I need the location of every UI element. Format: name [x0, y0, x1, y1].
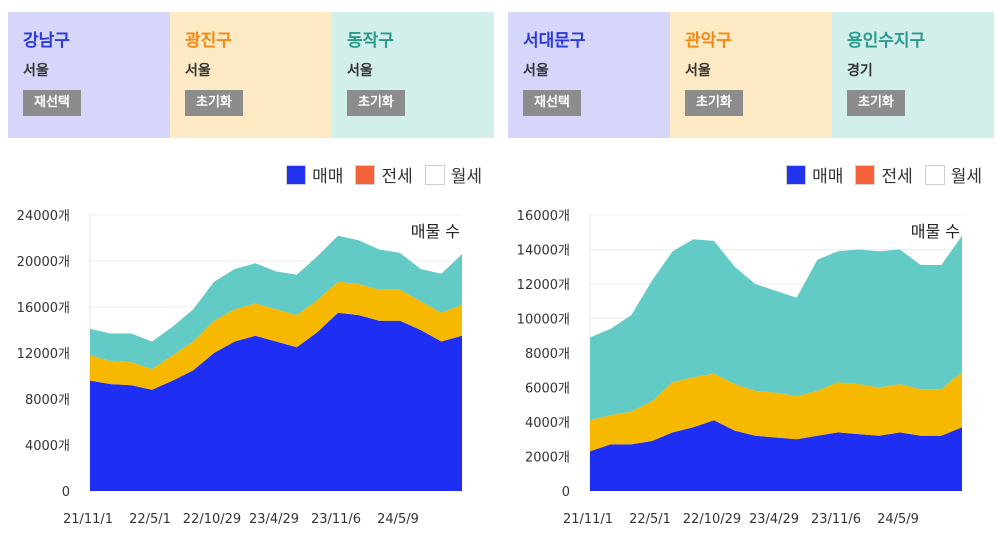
y-tick-label: 4000개: [525, 416, 570, 431]
legend-label: 매매: [312, 167, 344, 187]
x-tick-label: 24/5/9: [877, 512, 919, 527]
region-card-3[interactable]: 용인수지구 경기 초기화: [832, 12, 994, 138]
legend-swatch: [855, 164, 876, 185]
legend-label: 월세: [950, 167, 982, 187]
x-tick-label: 23/11/6: [311, 512, 361, 527]
region-card-2[interactable]: 관악구 서울 초기화: [670, 12, 832, 138]
y-tick-label: 2000개: [525, 451, 570, 466]
x-tick-label: 24/5/9: [377, 512, 419, 527]
region-city: 서울: [347, 63, 373, 79]
series-area-월세: [590, 235, 962, 421]
legend-swatch: [286, 164, 307, 185]
region-cards-right: 서대문구 서울 재선택 관악구 서울 초기화 용인수지구 경기 초기화: [508, 12, 994, 138]
legend-item-monthly[interactable]: 월세: [424, 162, 482, 187]
legend-item-jeonse[interactable]: 전세: [855, 162, 913, 187]
region-card-1[interactable]: 강남구 서울 재선택: [8, 12, 170, 138]
chart-annotation: 매물 수: [411, 222, 460, 241]
y-tick-label: 16000개: [17, 301, 70, 316]
chart-legend: 매매 전세 월세: [274, 162, 482, 187]
y-tick-label: 12000개: [517, 278, 570, 293]
reset-button[interactable]: 초기화: [347, 90, 405, 116]
y-tick-label: 8000개: [25, 393, 70, 408]
region-card-3[interactable]: 동작구 서울 초기화: [332, 12, 494, 138]
legend-item-sale[interactable]: 매매: [286, 162, 343, 187]
area-chart-svg: 0 2000개 4000개 6000개 8000개 10000개 12000개 14000개 1…: [517, 209, 962, 527]
series-area-매매: [590, 420, 962, 491]
reselect-button[interactable]: 재선택: [23, 90, 81, 116]
x-tick-label: 21/11/1: [563, 512, 613, 527]
legend-swatch: [786, 164, 807, 185]
x-tick-label: 22/10/29: [683, 512, 741, 527]
region-name: 동작구: [347, 31, 394, 51]
reset-button[interactable]: 초기화: [185, 90, 243, 116]
series-area-매매: [90, 312, 462, 491]
y-tick-label: 0: [62, 485, 70, 500]
y-tick-label: 8000개: [525, 347, 570, 362]
y-tick-label: 4000개: [25, 439, 70, 454]
legend-label: 전세: [381, 167, 413, 187]
region-name: 강남구: [23, 31, 70, 51]
region-name: 광진구: [185, 31, 232, 51]
reset-button[interactable]: 초기화: [685, 90, 743, 116]
region-card-2[interactable]: 광진구 서울 초기화: [170, 12, 332, 138]
x-tick-label: 22/10/29: [183, 512, 241, 527]
legend-label: 월세: [450, 167, 482, 187]
x-tick-label: 23/4/29: [749, 512, 799, 527]
series-area-월세: [90, 235, 462, 370]
region-city: 서울: [23, 63, 49, 79]
y-tick-label: 12000개: [17, 347, 70, 362]
x-tick-label: 23/11/6: [811, 512, 861, 527]
x-tick-label: 23/4/29: [249, 512, 299, 527]
legend-item-sale[interactable]: 매매: [786, 162, 843, 187]
x-tick-label: 21/11/1: [63, 512, 113, 527]
legend-item-monthly[interactable]: 월세: [924, 162, 982, 187]
series-area-전세: [90, 281, 462, 390]
region-name: 서대문구: [523, 31, 586, 51]
legend-label: 매매: [812, 167, 844, 187]
y-tick-label: 20000개: [17, 255, 70, 270]
region-city: 경기: [847, 63, 873, 79]
region-name: 용인수지구: [847, 31, 926, 51]
legend-swatch: [924, 164, 945, 185]
area-chart-svg: 0 4000개 8000개 12000개 16000개 20000개 24000개 21/11…: [17, 209, 462, 527]
listing-chart-right: 매매 전세 월세 0 2000개 4000개 6000개 8000개 10000개 1200…: [500, 150, 990, 549]
series-area-전세: [590, 372, 962, 452]
listing-chart-left: 매매 전세 월세 0 4000개 8000개 12000개 16000개 20000개 24…: [0, 150, 490, 549]
region-city: 서울: [685, 63, 711, 79]
legend-swatch: [424, 164, 445, 185]
reset-button[interactable]: 초기화: [847, 90, 905, 116]
chart-legend: 매매 전세 월세: [774, 162, 982, 187]
legend-item-jeonse[interactable]: 전세: [355, 162, 413, 187]
y-tick-label: 0: [562, 485, 570, 500]
y-tick-label: 16000개: [517, 209, 570, 224]
region-name: 관악구: [685, 31, 732, 51]
y-tick-label: 6000개: [525, 382, 570, 397]
y-tick-label: 14000개: [517, 244, 570, 259]
y-tick-label: 24000개: [17, 209, 70, 224]
region-city: 서울: [523, 63, 549, 79]
legend-label: 전세: [881, 167, 913, 187]
region-card-1[interactable]: 서대문구 서울 재선택: [508, 12, 670, 138]
region-cards-left: 강남구 서울 재선택 광진구 서울 초기화 동작구 서울 초기화: [8, 12, 494, 138]
reselect-button[interactable]: 재선택: [523, 90, 581, 116]
x-tick-label: 22/5/1: [129, 512, 171, 527]
region-city: 서울: [185, 63, 211, 79]
chart-annotation: 매물 수: [911, 222, 960, 241]
y-tick-label: 10000개: [517, 313, 570, 328]
x-tick-label: 22/5/1: [629, 512, 671, 527]
legend-swatch: [355, 164, 376, 185]
